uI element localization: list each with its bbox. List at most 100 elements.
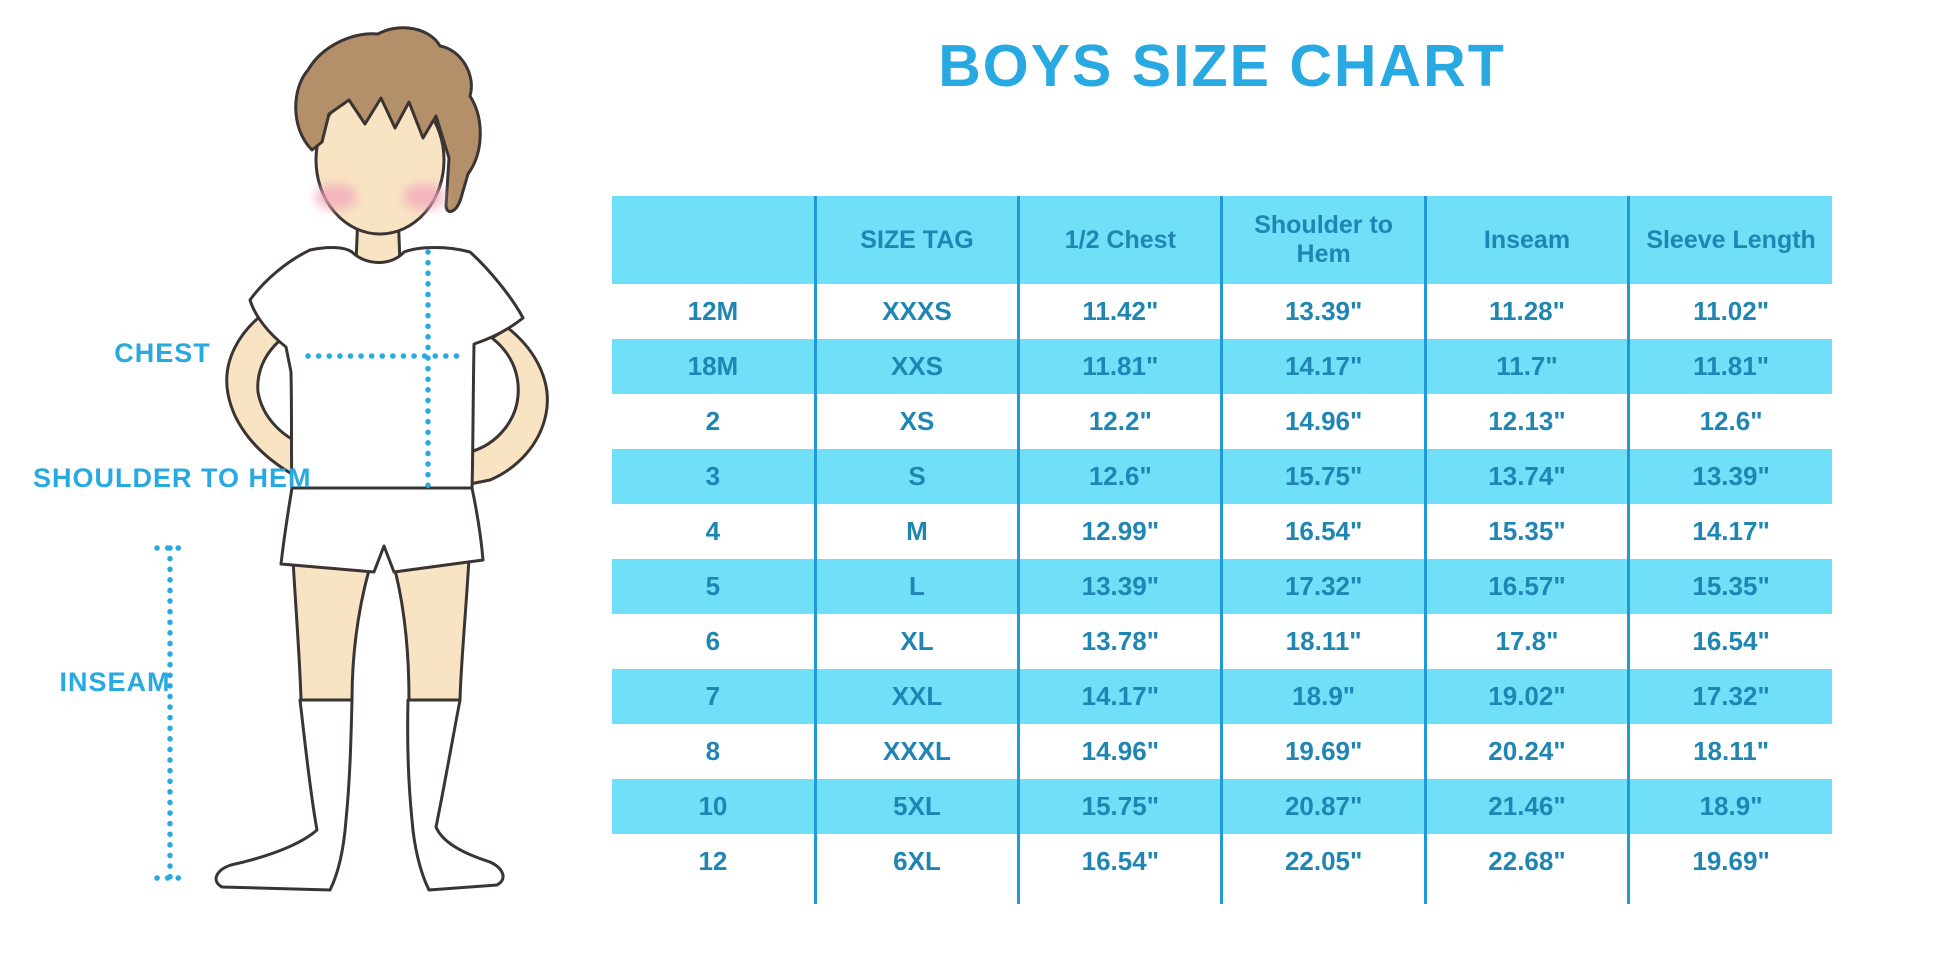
chest-label: CHEST	[114, 338, 211, 368]
boy-left-leg	[291, 558, 371, 702]
table-row: 5 L 13.39" 17.32" 16.57" 15.35"	[612, 559, 1832, 614]
spacer-cell	[1628, 889, 1832, 904]
boy-hair	[294, 26, 482, 214]
table-cell: XXXL	[815, 724, 1021, 779]
table-cell: 13.39"	[1018, 559, 1224, 614]
table-cell: 19.02"	[1425, 669, 1631, 724]
spacer-cell	[1018, 889, 1224, 904]
boy-right-sock	[406, 698, 505, 892]
table-cell: 21.46"	[1425, 779, 1631, 834]
table-cell: L	[815, 559, 1021, 614]
table-cell: 19.69"	[1692, 846, 1770, 876]
inseam-label: INSEAM	[59, 667, 171, 697]
table-cell: 16.54"	[1018, 834, 1224, 889]
size-table-body: 12M XXXS 11.42" 13.39" 11.28" 11.02" 18M XXS 11.…	[612, 284, 1832, 904]
table-row: 12M XXXS 11.42" 13.39" 11.28" 11.02"	[612, 284, 1832, 339]
table-cell: 17.32"	[1221, 559, 1427, 614]
table-cell: 11.02"	[1693, 296, 1770, 326]
table-cell: 7	[612, 669, 817, 724]
table-cell: 14.17"	[1018, 669, 1224, 724]
boy-shorts	[279, 486, 485, 574]
table-row: 7 XXL 14.17" 18.9" 19.02" 17.32"	[612, 669, 1832, 724]
table-cell: 22.05"	[1221, 834, 1427, 889]
table-cell: 12.6"	[1699, 406, 1763, 436]
boy-tshirt	[248, 246, 525, 492]
table-cell: 4	[612, 504, 817, 559]
table-cell: XXL	[815, 669, 1021, 724]
spacer-cell	[612, 889, 817, 904]
table-cell: 16.54"	[1692, 626, 1770, 656]
table-cell: M	[815, 504, 1021, 559]
table-cell: 12.2"	[1018, 394, 1224, 449]
table-cell: 17.32"	[1628, 669, 1832, 724]
table-row: 6 XL 13.78" 18.11" 17.8" 16.54"	[612, 614, 1832, 669]
table-cell: 11.81"	[1018, 339, 1224, 394]
table-cell: 17.8"	[1425, 614, 1631, 669]
size-table-container: SIZE TAG 1/2 Chest Shoulder to Hem Inseam Sl…	[612, 196, 1832, 904]
table-cell: XXS	[815, 339, 1021, 394]
table-row: 3 S 12.6" 15.75" 13.74" 13.39"	[612, 449, 1832, 504]
table-cell: 11.28"	[1425, 284, 1631, 339]
spacer-cell	[815, 889, 1021, 904]
table-cell: 6	[612, 614, 817, 669]
size-table-head: SIZE TAG 1/2 Chest Shoulder to Hem Inseam Sl…	[612, 196, 1832, 284]
table-cell: 18M	[612, 339, 817, 394]
table-cell: 13.39"	[1628, 449, 1832, 504]
table-cell: 18.11"	[1221, 614, 1427, 669]
table-cell: 13.74"	[1425, 449, 1631, 504]
column-header: Sleeve Length	[1628, 196, 1832, 284]
table-row: 12 6XL 16.54" 22.05" 22.68" 19.69"	[612, 834, 1832, 889]
table-cell: 14.17"	[1221, 339, 1427, 394]
boy-illustration: CHEST SHOULDER TO HEM INSEAM	[0, 0, 600, 973]
column-header: SIZE TAG	[815, 196, 1021, 284]
column-header	[612, 196, 817, 284]
table-cell: 20.87"	[1221, 779, 1427, 834]
table-cell: 10	[612, 779, 817, 834]
column-header: Inseam	[1425, 196, 1631, 284]
table-cell: 15.75"	[1018, 779, 1224, 834]
table-row: 4 M 12.99" 16.54" 15.35" 14.17"	[612, 504, 1832, 559]
table-cell: 19.69"	[1221, 724, 1427, 779]
table-cell: 14.17"	[1692, 516, 1770, 546]
table-cell: XXXS	[815, 284, 1021, 339]
table-cell: 2	[612, 394, 817, 449]
table-row: 18M XXS 11.81" 14.17" 11.7" 11.81"	[612, 339, 1832, 394]
boy-right-arm	[468, 326, 549, 486]
table-cell: 18.11"	[1693, 736, 1770, 766]
table-cell: 6XL	[815, 834, 1021, 889]
shoulder-to-hem-label: SHOULDER TO HEM	[33, 463, 312, 493]
table-cell: XS	[815, 394, 1021, 449]
measurement-dotted-lines	[154, 249, 465, 881]
table-cell: 15.35"	[1628, 559, 1832, 614]
table-cell: 15.35"	[1425, 504, 1631, 559]
table-cell: 22.68"	[1425, 834, 1631, 889]
table-cell: 16.57"	[1425, 559, 1631, 614]
table-cell: XL	[815, 614, 1021, 669]
boy-right-leg	[393, 556, 471, 702]
table-cell: 18.9"	[1628, 779, 1832, 834]
spacer-cell	[1425, 889, 1631, 904]
size-table-header-row: SIZE TAG 1/2 Chest Shoulder to Hem Inseam Sl…	[612, 196, 1832, 284]
table-cell: 12	[612, 834, 817, 889]
table-cell: 18.9"	[1221, 669, 1427, 724]
table-cell: 20.24"	[1425, 724, 1631, 779]
table-cell: 15.75"	[1221, 449, 1427, 504]
table-cell: 3	[612, 449, 817, 504]
table-cell: 12.6"	[1018, 449, 1224, 504]
boy-figure-drawing	[154, 26, 549, 892]
page-title: BOYS SIZE CHART	[938, 33, 1506, 99]
spacer-cell	[1221, 889, 1427, 904]
table-cell: 5	[612, 559, 817, 614]
table-row: 10 5XL 15.75" 20.87" 21.46" 18.9"	[612, 779, 1832, 834]
table-cell: 16.54"	[1221, 504, 1427, 559]
table-cell: 11.7"	[1425, 339, 1631, 394]
column-header: Shoulder to Hem	[1221, 196, 1427, 284]
table-cell: 11.42"	[1018, 284, 1224, 339]
table-bottom-spacer	[612, 889, 1832, 904]
table-cell: 13.39"	[1221, 284, 1427, 339]
table-row: 8 XXXL 14.96" 19.69" 20.24" 18.11"	[612, 724, 1832, 779]
table-cell: 14.96"	[1221, 394, 1427, 449]
table-cell: 14.96"	[1018, 724, 1224, 779]
table-cell: 13.78"	[1018, 614, 1224, 669]
